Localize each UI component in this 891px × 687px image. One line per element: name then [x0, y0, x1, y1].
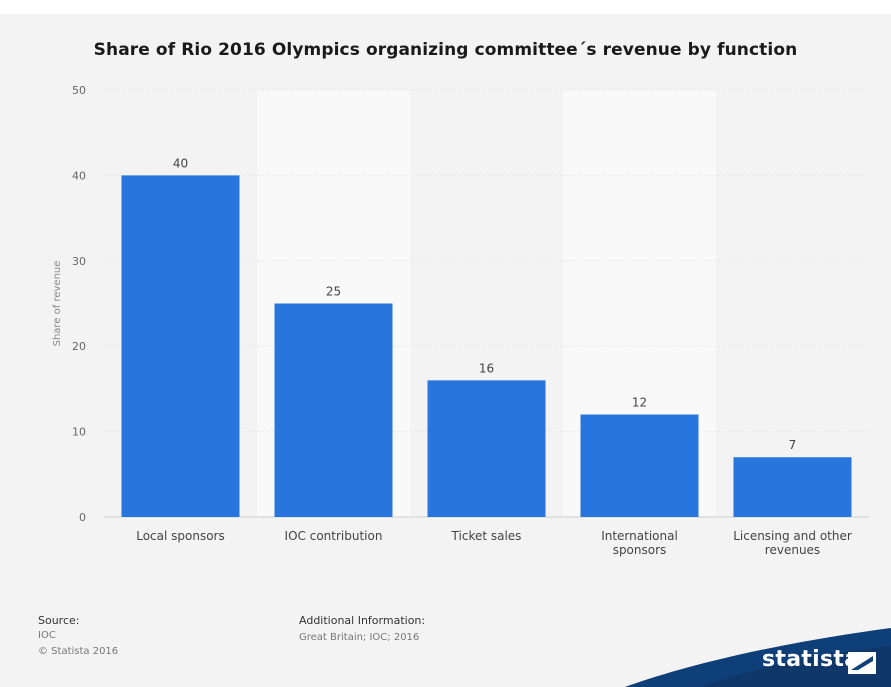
data-label: 40 — [173, 156, 188, 170]
y-axis-label: Share of revenue — [52, 261, 63, 347]
chart-title: Share of Rio 2016 Olympics organizing co… — [93, 40, 798, 60]
bar — [427, 380, 546, 517]
x-tick-label: Licensing and other — [733, 529, 852, 543]
statista-logo[interactable]: statista — [762, 647, 860, 672]
source-label: Source: — [38, 614, 80, 627]
bar — [274, 303, 393, 517]
bar — [733, 457, 852, 517]
data-label: 25 — [326, 285, 341, 299]
y-tick-label: 30 — [72, 255, 86, 268]
y-tick-label: 10 — [72, 426, 86, 439]
y-tick-label: 50 — [72, 84, 86, 97]
x-tick-label: sponsors — [613, 543, 667, 557]
source-line-1: IOC — [38, 630, 56, 641]
x-tick-label: IOC contribution — [285, 529, 383, 543]
additional-info-line: Great Britain; IOC; 2016 — [299, 632, 420, 643]
data-label: 12 — [632, 396, 647, 410]
x-tick-label: International — [601, 529, 678, 543]
data-label: 16 — [479, 361, 494, 375]
y-tick-label: 20 — [72, 340, 86, 353]
bar — [121, 175, 240, 517]
y-tick-label: 40 — [72, 169, 86, 182]
bar — [580, 414, 699, 517]
statista-logo-icon — [848, 652, 876, 674]
top-band — [0, 0, 891, 14]
data-label: 7 — [789, 438, 797, 452]
additional-info-label: Additional Information: — [299, 614, 426, 627]
x-tick-label: Ticket sales — [451, 529, 522, 543]
x-tick-label: revenues — [765, 543, 820, 557]
x-tick-label: Local sponsors — [136, 529, 225, 543]
source-line-2: © Statista 2016 — [38, 646, 119, 657]
bar-chart: 0 10 20 30 40 50 Share of revenue 40 Local spons… — [52, 84, 869, 557]
y-tick-label: 0 — [79, 511, 86, 524]
